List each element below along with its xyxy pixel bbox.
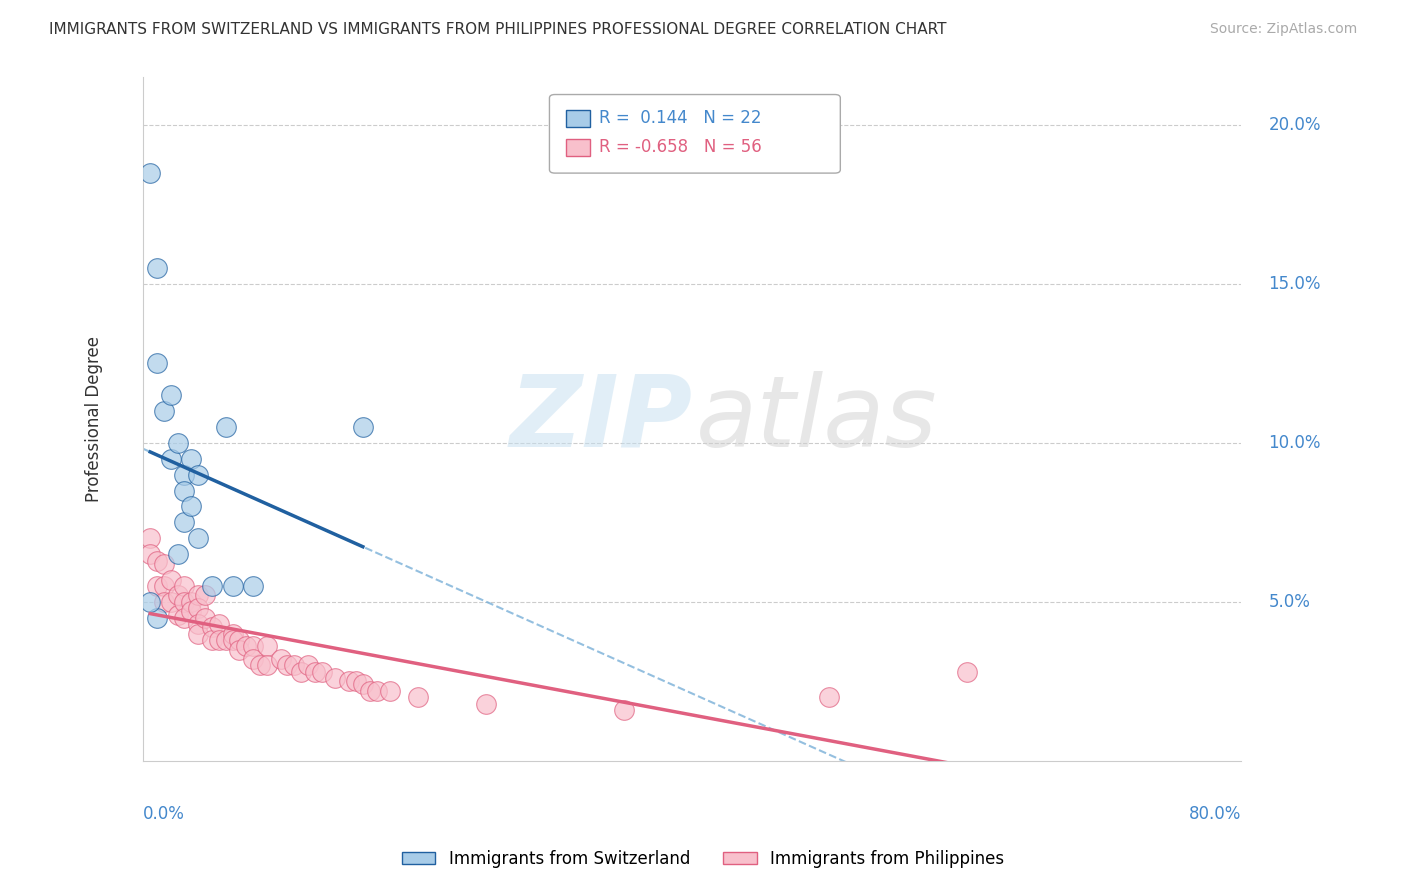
Point (359, 683, 381, 698)
Text: Professional Degree: Professional Degree (84, 336, 103, 502)
Point (475, 697, 498, 711)
FancyBboxPatch shape (550, 95, 841, 173)
Point (187, 467, 209, 482)
Point (380, 683, 402, 698)
Point (146, 579, 169, 593)
Point (208, 632, 231, 647)
Point (166, 589, 188, 603)
Point (153, 579, 176, 593)
Point (406, 690, 429, 705)
Text: 10.0%: 10.0% (1268, 434, 1320, 452)
Point (139, 166, 162, 180)
Point (201, 579, 224, 593)
Point (173, 516, 195, 530)
Point (146, 611, 169, 625)
Point (818, 690, 841, 705)
Point (146, 261, 169, 276)
Point (166, 436, 188, 450)
Point (187, 626, 209, 640)
Point (153, 595, 176, 609)
Point (352, 420, 374, 434)
Point (166, 547, 188, 561)
Point (214, 632, 236, 647)
Point (153, 404, 176, 418)
Point (173, 483, 195, 498)
Point (159, 451, 181, 466)
Point (173, 467, 195, 482)
Text: ZIP: ZIP (509, 370, 692, 467)
Point (242, 579, 264, 593)
Point (304, 665, 326, 679)
Point (208, 617, 231, 632)
Point (256, 658, 278, 673)
Point (955, 665, 977, 679)
Point (344, 674, 367, 689)
Point (153, 557, 176, 571)
Point (290, 665, 312, 679)
Legend: Immigrants from Switzerland, Immigrants from Philippines: Immigrants from Switzerland, Immigrants … (395, 844, 1011, 875)
Bar (567, 139, 591, 156)
Point (270, 652, 292, 666)
Point (249, 658, 271, 673)
Text: 80.0%: 80.0% (1188, 805, 1241, 823)
Point (283, 658, 305, 673)
Point (180, 595, 202, 609)
Point (228, 642, 250, 657)
Text: 5.0%: 5.0% (1268, 593, 1310, 611)
Point (180, 451, 202, 466)
Point (180, 500, 202, 514)
Text: 20.0%: 20.0% (1268, 116, 1320, 134)
Text: Source: ZipAtlas.com: Source: ZipAtlas.com (1209, 22, 1357, 37)
Point (159, 573, 181, 587)
Text: 15.0%: 15.0% (1268, 275, 1320, 293)
Text: atlas: atlas (696, 370, 936, 467)
Point (173, 579, 195, 593)
Point (235, 640, 257, 654)
Point (159, 388, 181, 402)
Point (242, 640, 264, 654)
Point (146, 356, 169, 370)
Point (221, 632, 243, 647)
Point (221, 579, 243, 593)
Point (194, 589, 217, 603)
Point (276, 658, 298, 673)
Point (180, 604, 202, 618)
Text: 0.0%: 0.0% (143, 805, 186, 823)
Text: IMMIGRANTS FROM SWITZERLAND VS IMMIGRANTS FROM PHILIPPINES PROFESSIONAL DEGREE C: IMMIGRANTS FROM SWITZERLAND VS IMMIGRANT… (49, 22, 946, 37)
Point (187, 617, 209, 632)
Point (173, 611, 195, 625)
Point (166, 607, 188, 622)
Point (214, 420, 236, 434)
Point (366, 683, 388, 698)
Point (187, 601, 209, 615)
Bar (567, 111, 591, 128)
Point (139, 531, 162, 545)
Point (187, 589, 209, 603)
Point (201, 632, 224, 647)
Point (242, 652, 264, 666)
Point (256, 640, 278, 654)
Point (139, 595, 162, 609)
Point (311, 665, 333, 679)
Point (352, 677, 374, 691)
Point (159, 595, 181, 609)
Point (201, 620, 224, 634)
Point (297, 658, 319, 673)
Point (337, 674, 360, 689)
Text: R =  0.144   N = 22: R = 0.144 N = 22 (599, 110, 761, 128)
Point (325, 671, 347, 685)
Point (612, 703, 634, 717)
Point (146, 553, 169, 567)
Point (228, 632, 250, 647)
Point (187, 531, 209, 545)
Point (139, 547, 162, 561)
Point (194, 611, 217, 625)
Point (221, 626, 243, 640)
Point (173, 595, 195, 609)
Text: R = -0.658   N = 56: R = -0.658 N = 56 (599, 138, 762, 156)
